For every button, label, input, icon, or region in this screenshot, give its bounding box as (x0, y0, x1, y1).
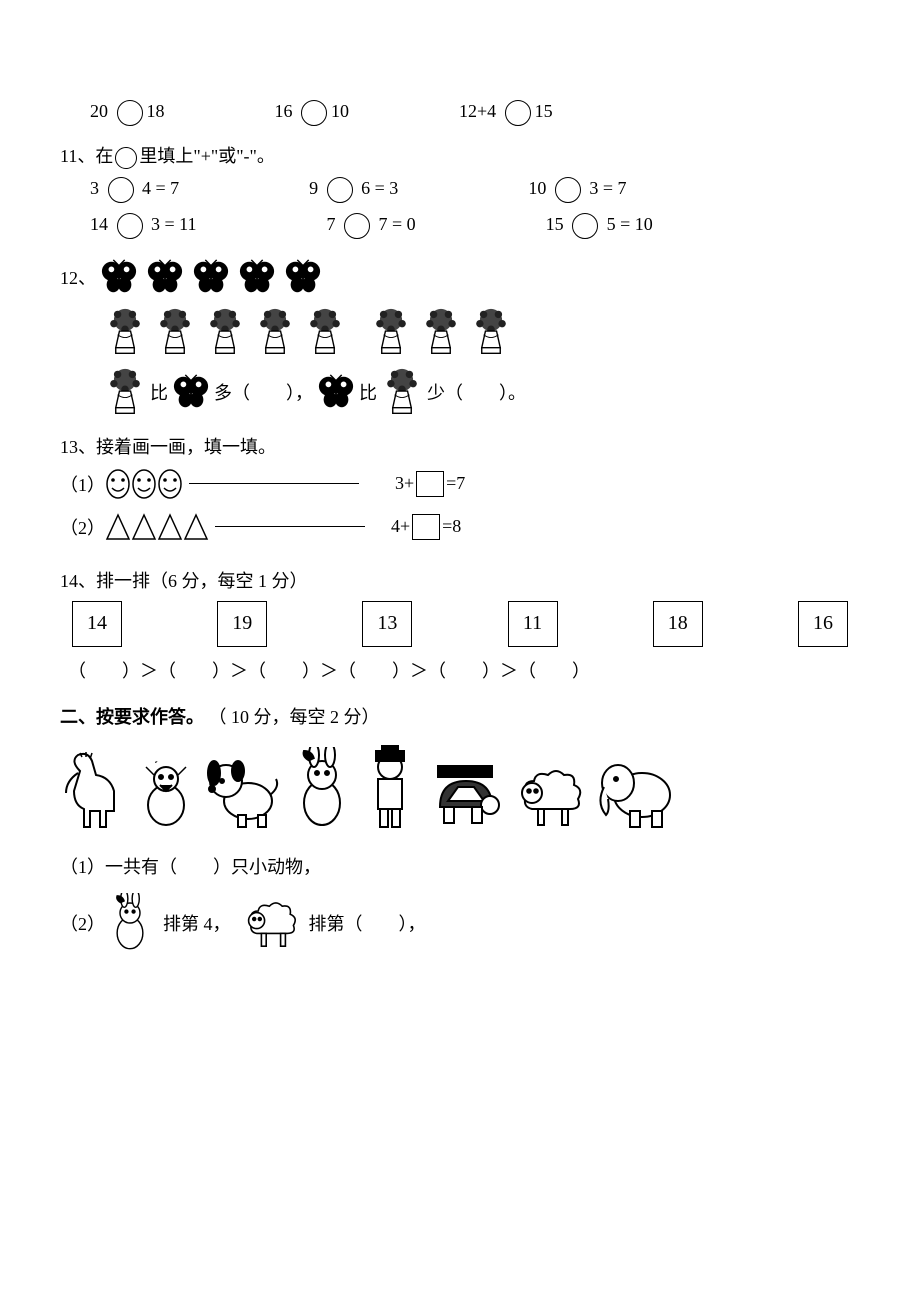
q14-boxes: 14 19 13 11 18 16 (60, 601, 860, 647)
cmp-2: 16 10 (275, 100, 350, 126)
turtle-icon (428, 765, 502, 831)
blank-circle[interactable] (555, 177, 581, 203)
flower-icon (306, 307, 344, 357)
blank-circle[interactable] (344, 213, 370, 239)
face-icon (131, 469, 157, 499)
rabbit-icon (292, 747, 352, 831)
flower-icon (106, 367, 144, 417)
blank-circle[interactable] (117, 213, 143, 239)
q13-title: 13、接着画一画，填一填。 (60, 433, 860, 459)
rabbit-icon (105, 893, 155, 953)
flower-icon (383, 367, 421, 417)
drawing-blank[interactable] (215, 526, 365, 527)
answer-box[interactable] (412, 514, 440, 540)
face-icon (157, 469, 183, 499)
sec2-p1: （1）一共有（ ）只小动物， (60, 853, 860, 879)
num-box: 14 (72, 601, 122, 647)
svg-text:♪: ♪ (154, 761, 159, 766)
q13-part1: （1） 3+=7 (60, 469, 860, 499)
q11-title: 11、在里填上"+"或"-"。 (60, 142, 860, 169)
triangle-icon (157, 513, 183, 541)
q12-compare: 比 多（ ）， 比 少（ ）。 (60, 367, 860, 417)
dog-icon (202, 751, 282, 831)
triangle-icon (105, 513, 131, 541)
butterfly-icon (146, 257, 184, 297)
q11-row1: 3 4 = 7 9 6 = 3 10 3 = 7 (60, 177, 860, 203)
butterfly-icon (284, 257, 322, 297)
triangle-icon (131, 513, 157, 541)
num-box: 13 (362, 601, 412, 647)
butterfly-icon (238, 257, 276, 297)
flower-icon (472, 307, 510, 357)
boy-icon (362, 745, 418, 831)
elephant-icon (598, 753, 678, 831)
q13-part2: （2） 4+=8 (60, 513, 860, 541)
cmp-3: 12+4 15 (459, 100, 553, 126)
flower-icon (156, 307, 194, 357)
flower-icon (106, 307, 144, 357)
q10-row2: 20 18 16 10 12+4 15 (60, 100, 860, 126)
num-box: 11 (508, 601, 558, 647)
blank-circle[interactable] (327, 177, 353, 203)
flower-icon (206, 307, 244, 357)
face-icon (105, 469, 131, 499)
flower-icon (422, 307, 460, 357)
horse-icon (60, 751, 130, 831)
blank-circle[interactable] (117, 100, 143, 126)
sheep-icon (512, 761, 588, 831)
section2-title: 二、按要求作答。 （ 10 分，每空 2 分） (60, 703, 860, 729)
bird-icon: ♪ (140, 761, 192, 831)
q14-title: 14、排一排（6 分，每空 1 分） (60, 567, 860, 593)
flower-icon (372, 307, 410, 357)
sec2-p2: （2） 排第 4， 排第（ ）， (60, 893, 860, 953)
butterfly-icon (172, 372, 210, 412)
blank-circle[interactable] (572, 213, 598, 239)
cmp-1: 20 18 (90, 100, 165, 126)
num-box: 16 (798, 601, 848, 647)
animals-row: ♪ (60, 737, 860, 839)
triangle-icon (183, 513, 209, 541)
butterfly-icon (100, 257, 138, 297)
blank-circle[interactable] (301, 100, 327, 126)
butterfly-icon (317, 372, 355, 412)
blank-circle-icon (115, 147, 137, 169)
flower-icon (256, 307, 294, 357)
num-box: 19 (217, 601, 267, 647)
blank-circle[interactable] (108, 177, 134, 203)
q14-order-blanks: （ ）＞（ ）＞（ ）＞（ ）＞（ ）＞（ ） (60, 657, 860, 683)
butterfly-icon (192, 257, 230, 297)
num-box: 18 (653, 601, 703, 647)
drawing-blank[interactable] (189, 483, 359, 484)
q11-row2: 14 3 = 11 7 7 = 0 15 5 = 10 (60, 213, 860, 239)
sheep-icon (239, 895, 303, 951)
q12-butterflies: 12、 (60, 257, 860, 297)
answer-box[interactable] (416, 471, 444, 497)
q12-flowers (60, 307, 860, 357)
blank-circle[interactable] (505, 100, 531, 126)
